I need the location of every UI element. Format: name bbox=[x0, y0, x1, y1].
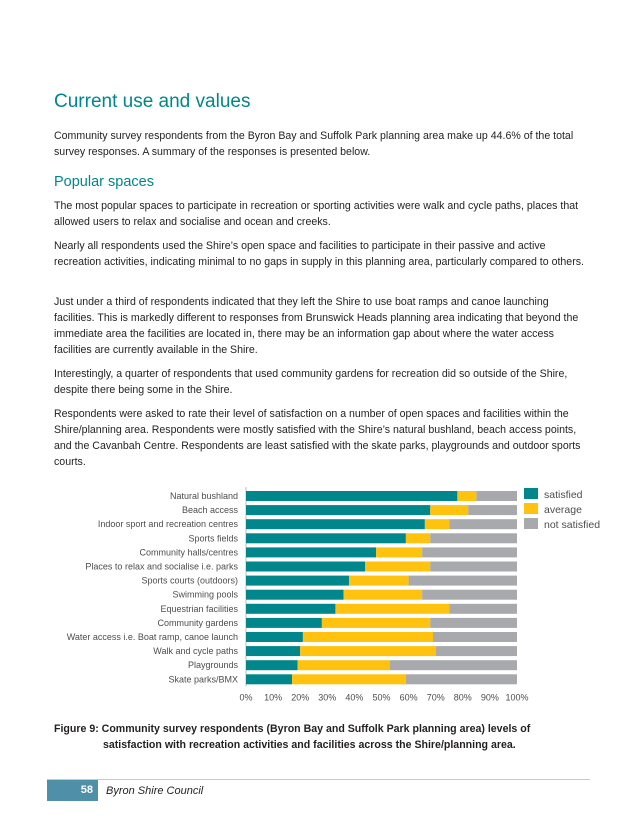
bar-average bbox=[348, 575, 409, 586]
caption-line-2: satisfaction with recreation activities … bbox=[103, 739, 516, 751]
bar-satisfied bbox=[246, 519, 425, 530]
bar-not-satisfied bbox=[435, 646, 517, 657]
bar-not-satisfied bbox=[389, 660, 517, 671]
bar-average bbox=[457, 491, 477, 501]
category-label: Sports courts (outdoors) bbox=[141, 576, 238, 586]
bar-average bbox=[321, 617, 431, 628]
x-tick-label: 100% bbox=[505, 692, 528, 702]
category-label: Walk and cycle paths bbox=[153, 646, 238, 656]
category-label: Places to relax and socialise i.e. parks bbox=[85, 562, 238, 572]
category-label: Community halls/centres bbox=[139, 547, 238, 557]
bar-not-satisfied bbox=[408, 575, 517, 586]
bar-average bbox=[365, 561, 431, 572]
intro-paragraph: Community survey respondents from the By… bbox=[54, 130, 574, 158]
paragraph-2: Nearly all respondents used the Shire’s … bbox=[54, 240, 584, 268]
x-tick-label: 60% bbox=[400, 692, 418, 702]
legend-label: satisfied bbox=[544, 489, 583, 501]
category-label: Community gardens bbox=[157, 618, 238, 628]
bar-average bbox=[424, 519, 450, 530]
bar-satisfied bbox=[246, 575, 349, 586]
bar-satisfied bbox=[246, 646, 301, 657]
category-label: Equestrian facilities bbox=[160, 604, 238, 614]
category-label: Sports fields bbox=[188, 533, 238, 543]
legend-label: not satisfied bbox=[544, 519, 600, 531]
bar-average bbox=[302, 632, 433, 642]
bar-not-satisfied bbox=[430, 533, 517, 544]
x-tick-label: 80% bbox=[454, 692, 472, 702]
category-label: Water access i.e. Boat ramp, canoe launc… bbox=[67, 632, 238, 642]
bar-average bbox=[343, 589, 423, 600]
bar-satisfied bbox=[246, 632, 303, 642]
legend-label: average bbox=[544, 504, 582, 516]
x-tick-label: 0% bbox=[239, 692, 252, 702]
legend-swatch bbox=[524, 488, 538, 499]
bar-not-satisfied bbox=[430, 561, 517, 572]
paragraph-4: Interestingly, a quarter of respondents … bbox=[54, 368, 568, 396]
bar-not-satisfied bbox=[405, 674, 517, 685]
bar-satisfied bbox=[246, 674, 293, 685]
x-tick-label: 10% bbox=[264, 692, 282, 702]
bar-not-satisfied bbox=[422, 589, 517, 600]
x-tick-label: 50% bbox=[372, 692, 390, 702]
bar-average bbox=[376, 547, 423, 558]
figure-caption: Figure 9: Community survey respondents (… bbox=[54, 721, 584, 753]
category-label: Beach access bbox=[182, 505, 239, 515]
bar-average bbox=[292, 674, 406, 685]
bar-satisfied bbox=[246, 561, 366, 572]
bar-satisfied bbox=[246, 533, 406, 544]
paragraph-1: The most popular spaces to participate i… bbox=[54, 200, 579, 228]
bar-satisfied bbox=[246, 547, 377, 558]
legend-swatch bbox=[524, 503, 538, 514]
bar-not-satisfied bbox=[449, 603, 517, 614]
x-tick-label: 70% bbox=[427, 692, 445, 702]
category-label: Indoor sport and recreation centres bbox=[98, 519, 239, 529]
bar-average bbox=[335, 603, 450, 614]
bar-average bbox=[300, 646, 436, 657]
bar-satisfied bbox=[246, 491, 458, 501]
bar-average bbox=[430, 505, 469, 516]
legend-swatch bbox=[524, 518, 538, 529]
bar-average bbox=[297, 660, 390, 671]
x-tick-label: 30% bbox=[318, 692, 336, 702]
bar-satisfied bbox=[246, 617, 322, 628]
bar-satisfied bbox=[246, 505, 431, 516]
bar-average bbox=[405, 533, 431, 544]
x-tick-label: 90% bbox=[481, 692, 499, 702]
paragraph-5: Respondents were asked to rate their lev… bbox=[54, 408, 581, 468]
footer-divider bbox=[47, 779, 590, 780]
category-label: Swimming pools bbox=[172, 590, 238, 600]
category-label: Skate parks/BMX bbox=[168, 674, 238, 684]
bar-not-satisfied bbox=[432, 632, 517, 642]
footer-organisation: Byron Shire Council bbox=[106, 785, 204, 797]
bar-not-satisfied bbox=[449, 519, 517, 530]
page-number: 58 bbox=[47, 780, 98, 801]
bar-not-satisfied bbox=[430, 617, 517, 628]
bar-satisfied bbox=[246, 589, 344, 600]
page-heading: Current use and values bbox=[54, 91, 251, 112]
satisfaction-chart: Natural bushland Beach access Indoor sport… bbox=[40, 484, 620, 709]
bar-not-satisfied bbox=[468, 505, 517, 516]
bar-satisfied bbox=[246, 603, 336, 614]
caption-line-1: Figure 9: Community survey respondents (… bbox=[54, 723, 531, 735]
chart-svg: Natural bushland Beach access Indoor sport… bbox=[67, 487, 600, 702]
bar-not-satisfied bbox=[476, 491, 517, 501]
category-label: Natural bushland bbox=[170, 491, 238, 501]
x-tick-label: 40% bbox=[345, 692, 363, 702]
bar-satisfied bbox=[246, 660, 298, 671]
section-subheading: Popular spaces bbox=[54, 174, 154, 190]
bar-not-satisfied bbox=[422, 547, 517, 558]
category-label: Playgrounds bbox=[188, 660, 239, 670]
x-tick-label: 20% bbox=[291, 692, 309, 702]
paragraph-3: Just under a third of respondents indica… bbox=[54, 296, 579, 356]
